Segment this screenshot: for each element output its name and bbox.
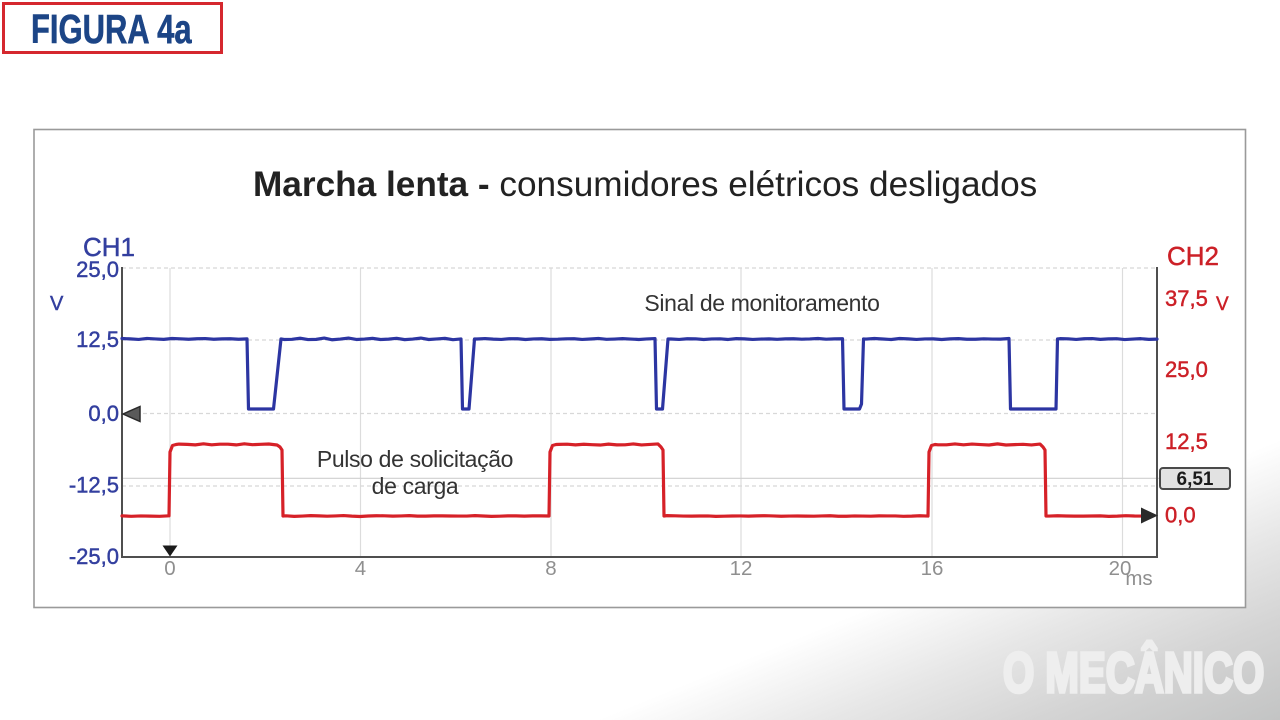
svg-text:Marcha lenta - consumidores el: Marcha lenta - consumidores elétricos de… xyxy=(253,165,1037,204)
svg-text:CH2: CH2 xyxy=(1167,241,1219,271)
svg-text:-12,5: -12,5 xyxy=(69,473,119,498)
svg-text:0,0: 0,0 xyxy=(1165,503,1196,528)
svg-text:20: 20 xyxy=(1109,557,1132,580)
svg-text:37,5: 37,5 xyxy=(1165,286,1208,311)
svg-text:ms: ms xyxy=(1125,567,1152,590)
svg-text:0,0: 0,0 xyxy=(88,401,119,426)
svg-text:8: 8 xyxy=(545,557,556,580)
svg-text:4: 4 xyxy=(355,557,366,580)
svg-text:25,0: 25,0 xyxy=(1165,357,1208,382)
svg-text:Pulso de solicitação: Pulso de solicitação xyxy=(317,446,513,472)
svg-text:-25,0: -25,0 xyxy=(69,544,119,569)
svg-text:25,0: 25,0 xyxy=(76,257,119,282)
svg-text:V: V xyxy=(1216,294,1229,315)
svg-text:12: 12 xyxy=(730,557,753,580)
svg-text:12,5: 12,5 xyxy=(1165,429,1208,454)
svg-text:0: 0 xyxy=(164,557,175,580)
svg-text:CH1: CH1 xyxy=(83,232,135,262)
svg-text:V: V xyxy=(50,293,64,315)
svg-text:6,51: 6,51 xyxy=(1177,469,1214,490)
svg-text:16: 16 xyxy=(921,557,944,580)
svg-text:Sinal de monitoramento: Sinal de monitoramento xyxy=(644,290,879,316)
svg-text:de carga: de carga xyxy=(372,473,459,499)
svg-text:12,5: 12,5 xyxy=(76,327,119,352)
